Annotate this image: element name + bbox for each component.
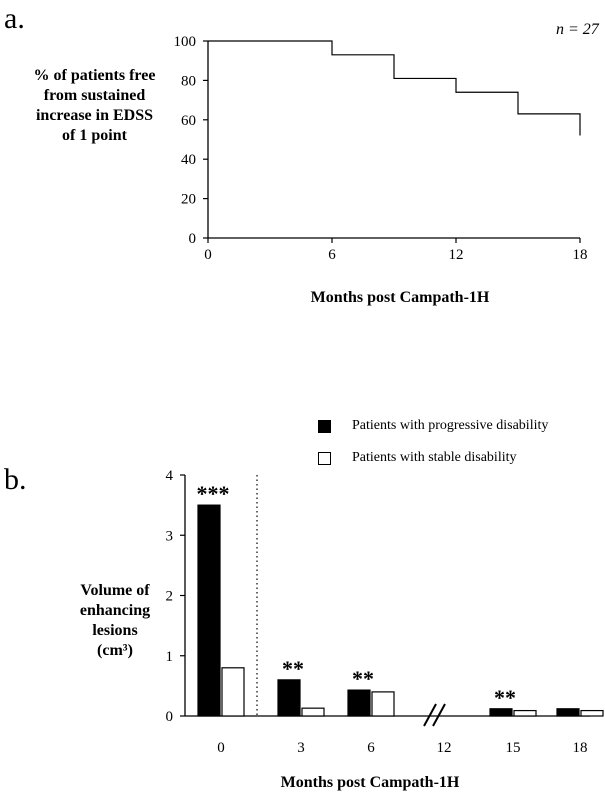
panel-b-x-tick-label: 12 [437, 740, 452, 756]
panel-a-y-tick-label: 100 [174, 34, 197, 50]
panel-a-y-tick-label: 20 [181, 192, 196, 208]
significance-marker: ** [494, 685, 516, 710]
bar-stable [301, 707, 325, 717]
panel-b-y-tick-label: 1 [166, 649, 174, 665]
panel-b-y-label-line: lesions [92, 622, 138, 639]
panel-b-x-tick-label: 18 [573, 740, 588, 756]
panel-b-letter: b. [4, 463, 27, 496]
panel-a-x-tick-label: 12 [449, 247, 464, 263]
panel-b-y-label-line: (cm³) [97, 642, 133, 659]
panel-a-y-label-line: increase in EDSS [35, 107, 154, 124]
legend-label-stable: Patients with stable disability [352, 450, 517, 465]
legend-swatch-progressive [318, 420, 331, 433]
panel-a-y-label-line: from sustained [43, 87, 146, 104]
panel-b-axis-break [432, 703, 446, 727]
panel-b-y-tick-label: 0 [166, 709, 174, 725]
significance-marker: *** [197, 481, 230, 506]
panel-a-y-tick-label: 40 [181, 152, 196, 168]
legend-swatch-stable [318, 452, 331, 465]
bar-progressive [489, 708, 513, 717]
panel-a-y-tick-label: 60 [181, 113, 196, 129]
legend-label-progressive: Patients with progressive disability [352, 418, 549, 433]
bar-stable [371, 691, 395, 717]
panel-a-x-axis-label: Months post Campath-1H [310, 289, 490, 306]
bar-progressive [277, 679, 301, 717]
panel-a-n-label: n = 27 [556, 21, 599, 38]
panel-a-x-tick-label: 18 [573, 247, 588, 263]
panel-a-y-axis-label: % of patients free from sustained increa… [22, 66, 167, 146]
bar-stable [221, 667, 245, 717]
bar-progressive [347, 689, 371, 717]
panel-b-axis-break [423, 703, 437, 727]
panel-b-x-tick-label: 6 [367, 740, 375, 756]
panel-a-y-label-line: % of patients free [33, 67, 156, 84]
panel-b-y-label-line: enhancing [79, 602, 151, 619]
significance-marker: ** [352, 666, 374, 691]
panel-a-letter: a. [4, 2, 25, 35]
panel-a-y-tick-label: 80 [181, 73, 196, 89]
panel-b-y-tick-label: 2 [166, 589, 174, 605]
panel-a-step-chart: 0 20 40 60 80 100 0 6 12 18 [174, 34, 588, 263]
bar-stable [513, 709, 537, 717]
panel-b-x-tick-label: 3 [297, 740, 305, 756]
panel-b-y-tick-label: 3 [166, 528, 174, 544]
panel-a-x-tick-label: 0 [204, 247, 212, 263]
panel-b-x-tick-label: 0 [217, 740, 225, 756]
bar-stable [580, 709, 604, 717]
panel-a-x-tick-label: 6 [328, 247, 336, 263]
panel-a-y-label-line: of 1 point [62, 127, 127, 144]
panel-b-y-tick-label: 4 [166, 468, 174, 484]
panel-a-survival-curve [208, 40, 581, 136]
panel-b-x-axis-label: Months post Campath-1H [280, 774, 460, 791]
panel-b-y-label-line: Volume of [80, 582, 150, 599]
panel-b-x-tick-label: 15 [506, 740, 521, 756]
significance-marker: ** [282, 656, 304, 681]
panel-b-y-axis-label: Volume of enhancing lesions (cm³) [60, 581, 170, 661]
bar-progressive [197, 504, 221, 717]
bar-progressive [556, 708, 580, 717]
panel-a-y-tick-label: 0 [189, 231, 197, 247]
